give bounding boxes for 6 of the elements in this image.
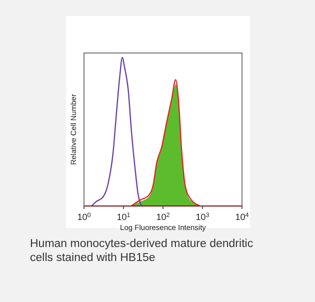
x-tick-label: 10$^{0}$ [77,212,92,222]
x-tick-label: 10$^{3}$ [196,212,210,222]
x-tick-label: 10$^{4}$ [235,212,250,222]
x-tick-label: 10$^{2}$ [156,212,170,222]
text: Human monocytes-derived mature dendritic cells stained with HB15e [30,238,254,264]
x-tick-label: 10$^{1}$ [116,212,131,222]
